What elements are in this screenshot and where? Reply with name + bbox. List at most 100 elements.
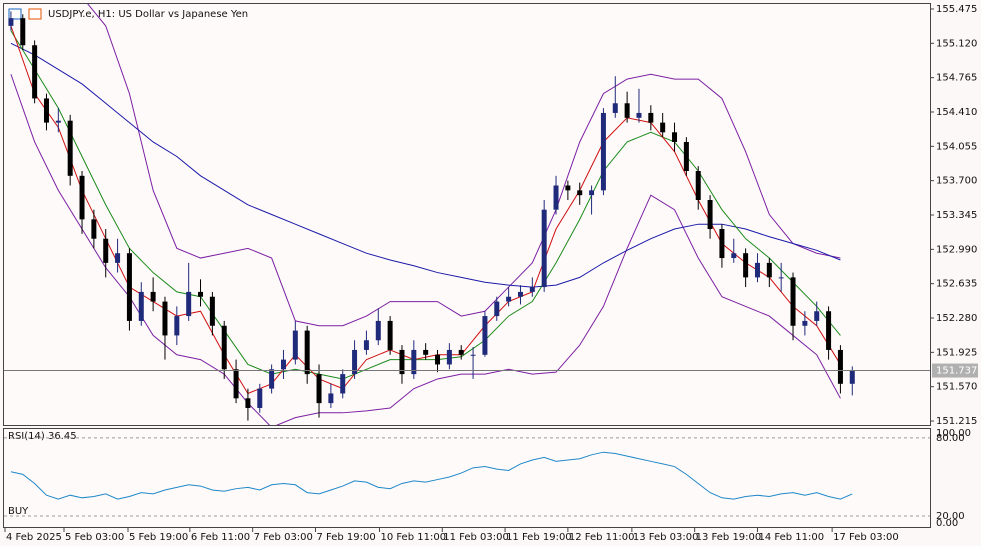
candle-body	[399, 349, 405, 375]
candle-body	[719, 229, 725, 259]
candle-body	[660, 122, 666, 133]
candle-body	[826, 311, 832, 350]
icons	[8, 8, 42, 20]
y-tick-label: 154.765	[936, 73, 977, 84]
y-tick-label: 152.280	[936, 313, 977, 324]
indicator-line	[10, 42, 841, 288]
candle-body	[814, 311, 820, 321]
candle-body	[695, 170, 701, 201]
x-tick-label: 5 Feb 19:00	[129, 532, 188, 543]
y-tick-label: 153.345	[936, 210, 977, 221]
candle-body	[138, 291, 144, 321]
candle-body	[802, 320, 808, 326]
indicator-line	[87, 4, 841, 327]
candle-body	[577, 190, 583, 196]
candle-body	[470, 354, 476, 356]
candle-body	[387, 320, 393, 350]
candle-body	[233, 369, 239, 399]
x-tick-label: 14 Feb 11:00	[758, 532, 824, 543]
x-tick-label: 5 Feb 03:00	[65, 532, 124, 543]
candle-body	[126, 253, 132, 321]
candle-body	[506, 296, 512, 302]
x-tick-label: 11 Feb 03:00	[443, 532, 509, 543]
signal-label: BUY	[8, 506, 29, 517]
candle-body	[612, 103, 618, 113]
candle-body	[541, 209, 547, 288]
candle-body	[257, 388, 263, 408]
rsi-tick-label: 100.00	[936, 428, 971, 439]
x-tick-label: 10 Feb 11:00	[380, 532, 446, 543]
candle-body	[435, 354, 441, 365]
x-tick-label: 17 Feb 03:00	[833, 532, 899, 543]
candle-body	[648, 112, 654, 123]
candle-body	[103, 238, 109, 263]
y-tick-label: 151.925	[936, 347, 977, 358]
candle-body	[683, 141, 689, 171]
y-tick-label: 155.475	[936, 4, 977, 15]
y-tick-label: 152.635	[936, 279, 977, 290]
x-tick-label: 13 Feb 03:00	[633, 532, 699, 543]
candle-body	[837, 349, 843, 384]
x-tick-label: 7 Feb 19:00	[316, 532, 375, 543]
rsi-tick-label: 20.00	[936, 511, 965, 522]
candle-body	[79, 175, 85, 220]
candle-body	[304, 330, 310, 375]
candle-body	[553, 185, 559, 210]
candle-body	[849, 370, 855, 384]
candle-body	[174, 316, 180, 336]
x-tick-label: 4 Feb 2025	[6, 532, 62, 543]
candle-body	[55, 120, 61, 123]
candle-body	[375, 320, 381, 341]
x-tick-label: 13 Feb 19:00	[696, 532, 762, 543]
y-tick-label: 155.120	[936, 38, 977, 49]
candle-body	[482, 316, 488, 355]
rsi-tick-label: 0.00	[936, 518, 958, 529]
candle-body	[778, 277, 784, 279]
indicator-line	[10, 30, 841, 380]
x-tick-label: 12 Feb 11:00	[569, 532, 635, 543]
candle-body	[340, 374, 346, 394]
rsi-label: RSI(14) 36.45	[8, 431, 77, 442]
rsi-pane	[3, 428, 931, 528]
last-price-label: 151.737	[936, 366, 977, 377]
candle-body	[754, 262, 760, 278]
candle-body	[150, 291, 156, 302]
candle-body	[221, 325, 227, 370]
candle-body	[589, 190, 595, 196]
candle-body	[600, 112, 606, 191]
candle-body	[67, 120, 73, 176]
candle-body	[43, 98, 49, 123]
candle-body	[20, 18, 26, 46]
x-tick-label: 7 Feb 03:00	[254, 532, 313, 543]
x-tick-label: 6 Feb 11:00	[191, 532, 250, 543]
candle-body	[91, 219, 97, 239]
candle-body	[8, 18, 14, 26]
candle-body	[446, 349, 452, 365]
candle-body	[790, 277, 796, 326]
indicator-line	[10, 74, 841, 425]
candle-body	[115, 253, 121, 263]
candle-body	[363, 340, 369, 350]
candle-body	[162, 301, 168, 336]
candle-body	[245, 398, 251, 408]
chart-title: USDJPY.e, H1: US Dollar vs Japanese Yen	[48, 9, 248, 20]
candle-body	[328, 393, 334, 404]
candle-body	[316, 374, 322, 404]
main-pane	[3, 3, 931, 426]
candle-body	[209, 296, 215, 326]
candle-body	[269, 369, 275, 389]
candle-body	[292, 330, 298, 360]
rsi-line	[10, 451, 853, 500]
y-tick-label: 152.990	[936, 244, 977, 255]
candle-body	[458, 349, 464, 355]
candle-body	[529, 287, 535, 292]
candle-body	[743, 253, 749, 278]
y-tick-label: 151.570	[936, 382, 977, 393]
candle-body	[707, 200, 713, 230]
x-tick-label: 11 Feb 19:00	[506, 532, 572, 543]
candle-body	[766, 262, 772, 278]
candle-body	[32, 45, 38, 99]
y-tick-label: 154.055	[936, 141, 977, 152]
